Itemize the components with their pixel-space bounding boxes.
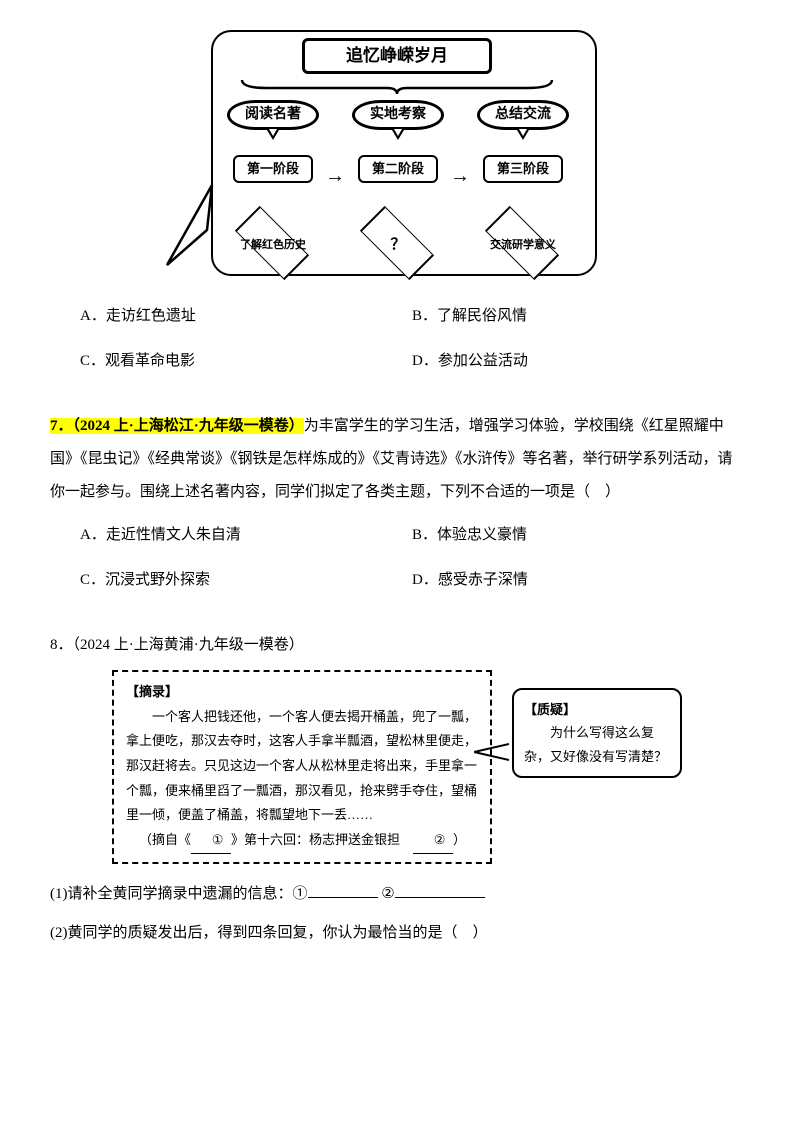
brace-icon [237,76,557,94]
diamond-2-blank: ？ [348,220,448,270]
q8-figure: 【摘录】 一个客人把钱还他，一个客人便去揭开桶盖，兜了一瓢，拿上便吃，那汉去夺时… [50,670,744,864]
excerpt-label: 【摘录】 [126,680,478,705]
option-b[interactable]: B．体验忠义豪情 [412,519,744,552]
blank-2[interactable]: ② [413,828,453,854]
diagram-title: 追忆峥嵘岁月 [302,38,492,74]
option-b[interactable]: B．了解民俗风情 [412,300,744,333]
fill-blank-1[interactable] [308,897,378,898]
option-a[interactable]: A．走访红色遗址 [80,300,412,333]
diamond-1: 了解红色历史 [223,220,323,270]
q8-header: 8．（2024 上·上海黄浦·九年级一模卷） [50,629,744,662]
fill-blank-2[interactable] [395,897,485,898]
connector-line [474,742,514,762]
q8-sub1: (1)请补全黄同学摘录中遗漏的信息：① ② [50,878,744,911]
stage-1: 第一阶段 [233,155,313,183]
stage-3: 第三阶段 [483,155,563,183]
excerpt-citation: （摘自《①》第十六回：杨志押送金银担 ②） [126,828,478,854]
excerpt-body: 一个客人把钱还他，一个客人便去揭开桶盖，兜了一瓢，拿上便吃，那汉去夺时，这客人手… [126,705,478,828]
option-c[interactable]: C．观看革命电影 [80,345,412,378]
diamond-3: 交流研学意义 [473,220,573,270]
q8-sub2: (2)黄同学的质疑发出后，得到四条回复，你认为最恰当的是（ ） [50,917,744,950]
q6-options: A．走访红色遗址 B．了解民俗风情 C．观看革命电影 D．参加公益活动 [80,300,744,390]
query-body: 为什么写得这么复杂，又好像没有写清楚？ [524,721,670,768]
stage-2: 第二阶段 [358,155,438,183]
option-d[interactable]: D．参加公益活动 [412,345,744,378]
query-label: 【质疑】 [524,698,670,721]
arrow-icon: → [325,154,345,198]
excerpt-box: 【摘录】 一个客人把钱还他，一个客人便去揭开桶盖，兜了一瓢，拿上便吃，那汉去夺时… [112,670,492,864]
query-box: 【质疑】 为什么写得这么复杂，又好像没有写清楚？ [512,688,682,778]
option-c[interactable]: C．沉浸式野外探索 [80,564,412,597]
q7-source-highlight: 7．（2024 上·上海松江·九年级一模卷） [50,418,304,434]
flowchart-diagram: 追忆峥嵘岁月 阅读名著 实地考察 总结交流 第一阶段 → 第二阶段 → 第三阶段… [50,30,744,280]
bubble-summary: 总结交流 [477,100,569,130]
blank-1[interactable]: ① [191,828,231,854]
bubble-field: 实地考察 [352,100,444,130]
q7-stem: 7．（2024 上·上海松江·九年级一模卷）为丰富学生的学习生活，增强学习体验，… [50,410,744,509]
option-d[interactable]: D．感受赤子深情 [412,564,744,597]
option-a[interactable]: A．走近性情文人朱自清 [80,519,412,552]
arrow-icon: → [450,154,470,198]
q7-options: A．走近性情文人朱自清 B．体验忠义豪情 C．沉浸式野外探索 D．感受赤子深情 [80,519,744,609]
bubble-read: 阅读名著 [227,100,319,130]
speech-tail-icon [157,180,217,270]
